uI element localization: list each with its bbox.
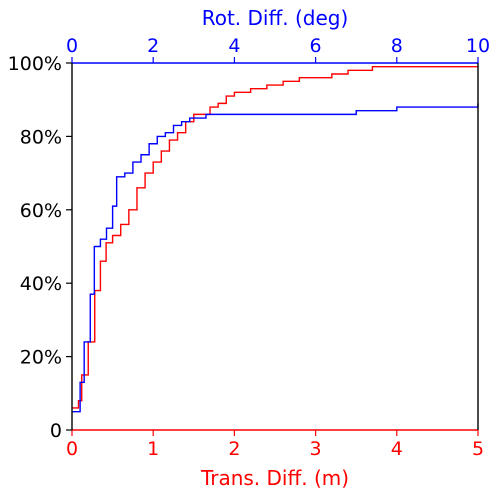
left-tick-label: 40% — [20, 273, 62, 295]
bottom-tick-label: 5 — [472, 438, 484, 460]
series-line-top — [72, 103, 479, 413]
top-axis-title: Rot. Diff. (deg) — [202, 6, 349, 30]
left-tick-label: 20% — [20, 347, 62, 369]
top-tick-label: 10 — [466, 35, 490, 57]
plot-frame — [71, 62, 479, 431]
series-line-bottom — [72, 65, 478, 409]
bottom-tick-label: 4 — [391, 438, 403, 460]
bottom-tick-label: 1 — [147, 438, 159, 460]
top-tick-label: 2 — [147, 35, 159, 57]
bottom-tick-label: 3 — [310, 438, 322, 460]
top-tick-label: 4 — [228, 35, 240, 57]
series-layer — [72, 65, 479, 413]
bottom-tick-label: 2 — [228, 438, 240, 460]
left-tick-label: 60% — [20, 200, 62, 222]
left-tick-label: 80% — [20, 126, 62, 148]
top-tick-label: 8 — [391, 35, 403, 57]
x-axis-title: Trans. Diff. (m) — [200, 466, 349, 490]
top-tick-label: 0 — [66, 35, 78, 57]
left-tick-label: 0 — [50, 420, 62, 442]
bottom-axis: 0 1 2 3 4 5 — [66, 430, 484, 460]
bottom-tick-label: 0 — [66, 438, 78, 460]
left-tick-label: 100% — [8, 53, 62, 75]
top-tick-label: 6 — [310, 35, 322, 57]
left-axis: 0 20% 40% 60% 80% 100% — [8, 53, 72, 442]
top-axis: 0 2 4 6 8 10 — [66, 35, 490, 63]
